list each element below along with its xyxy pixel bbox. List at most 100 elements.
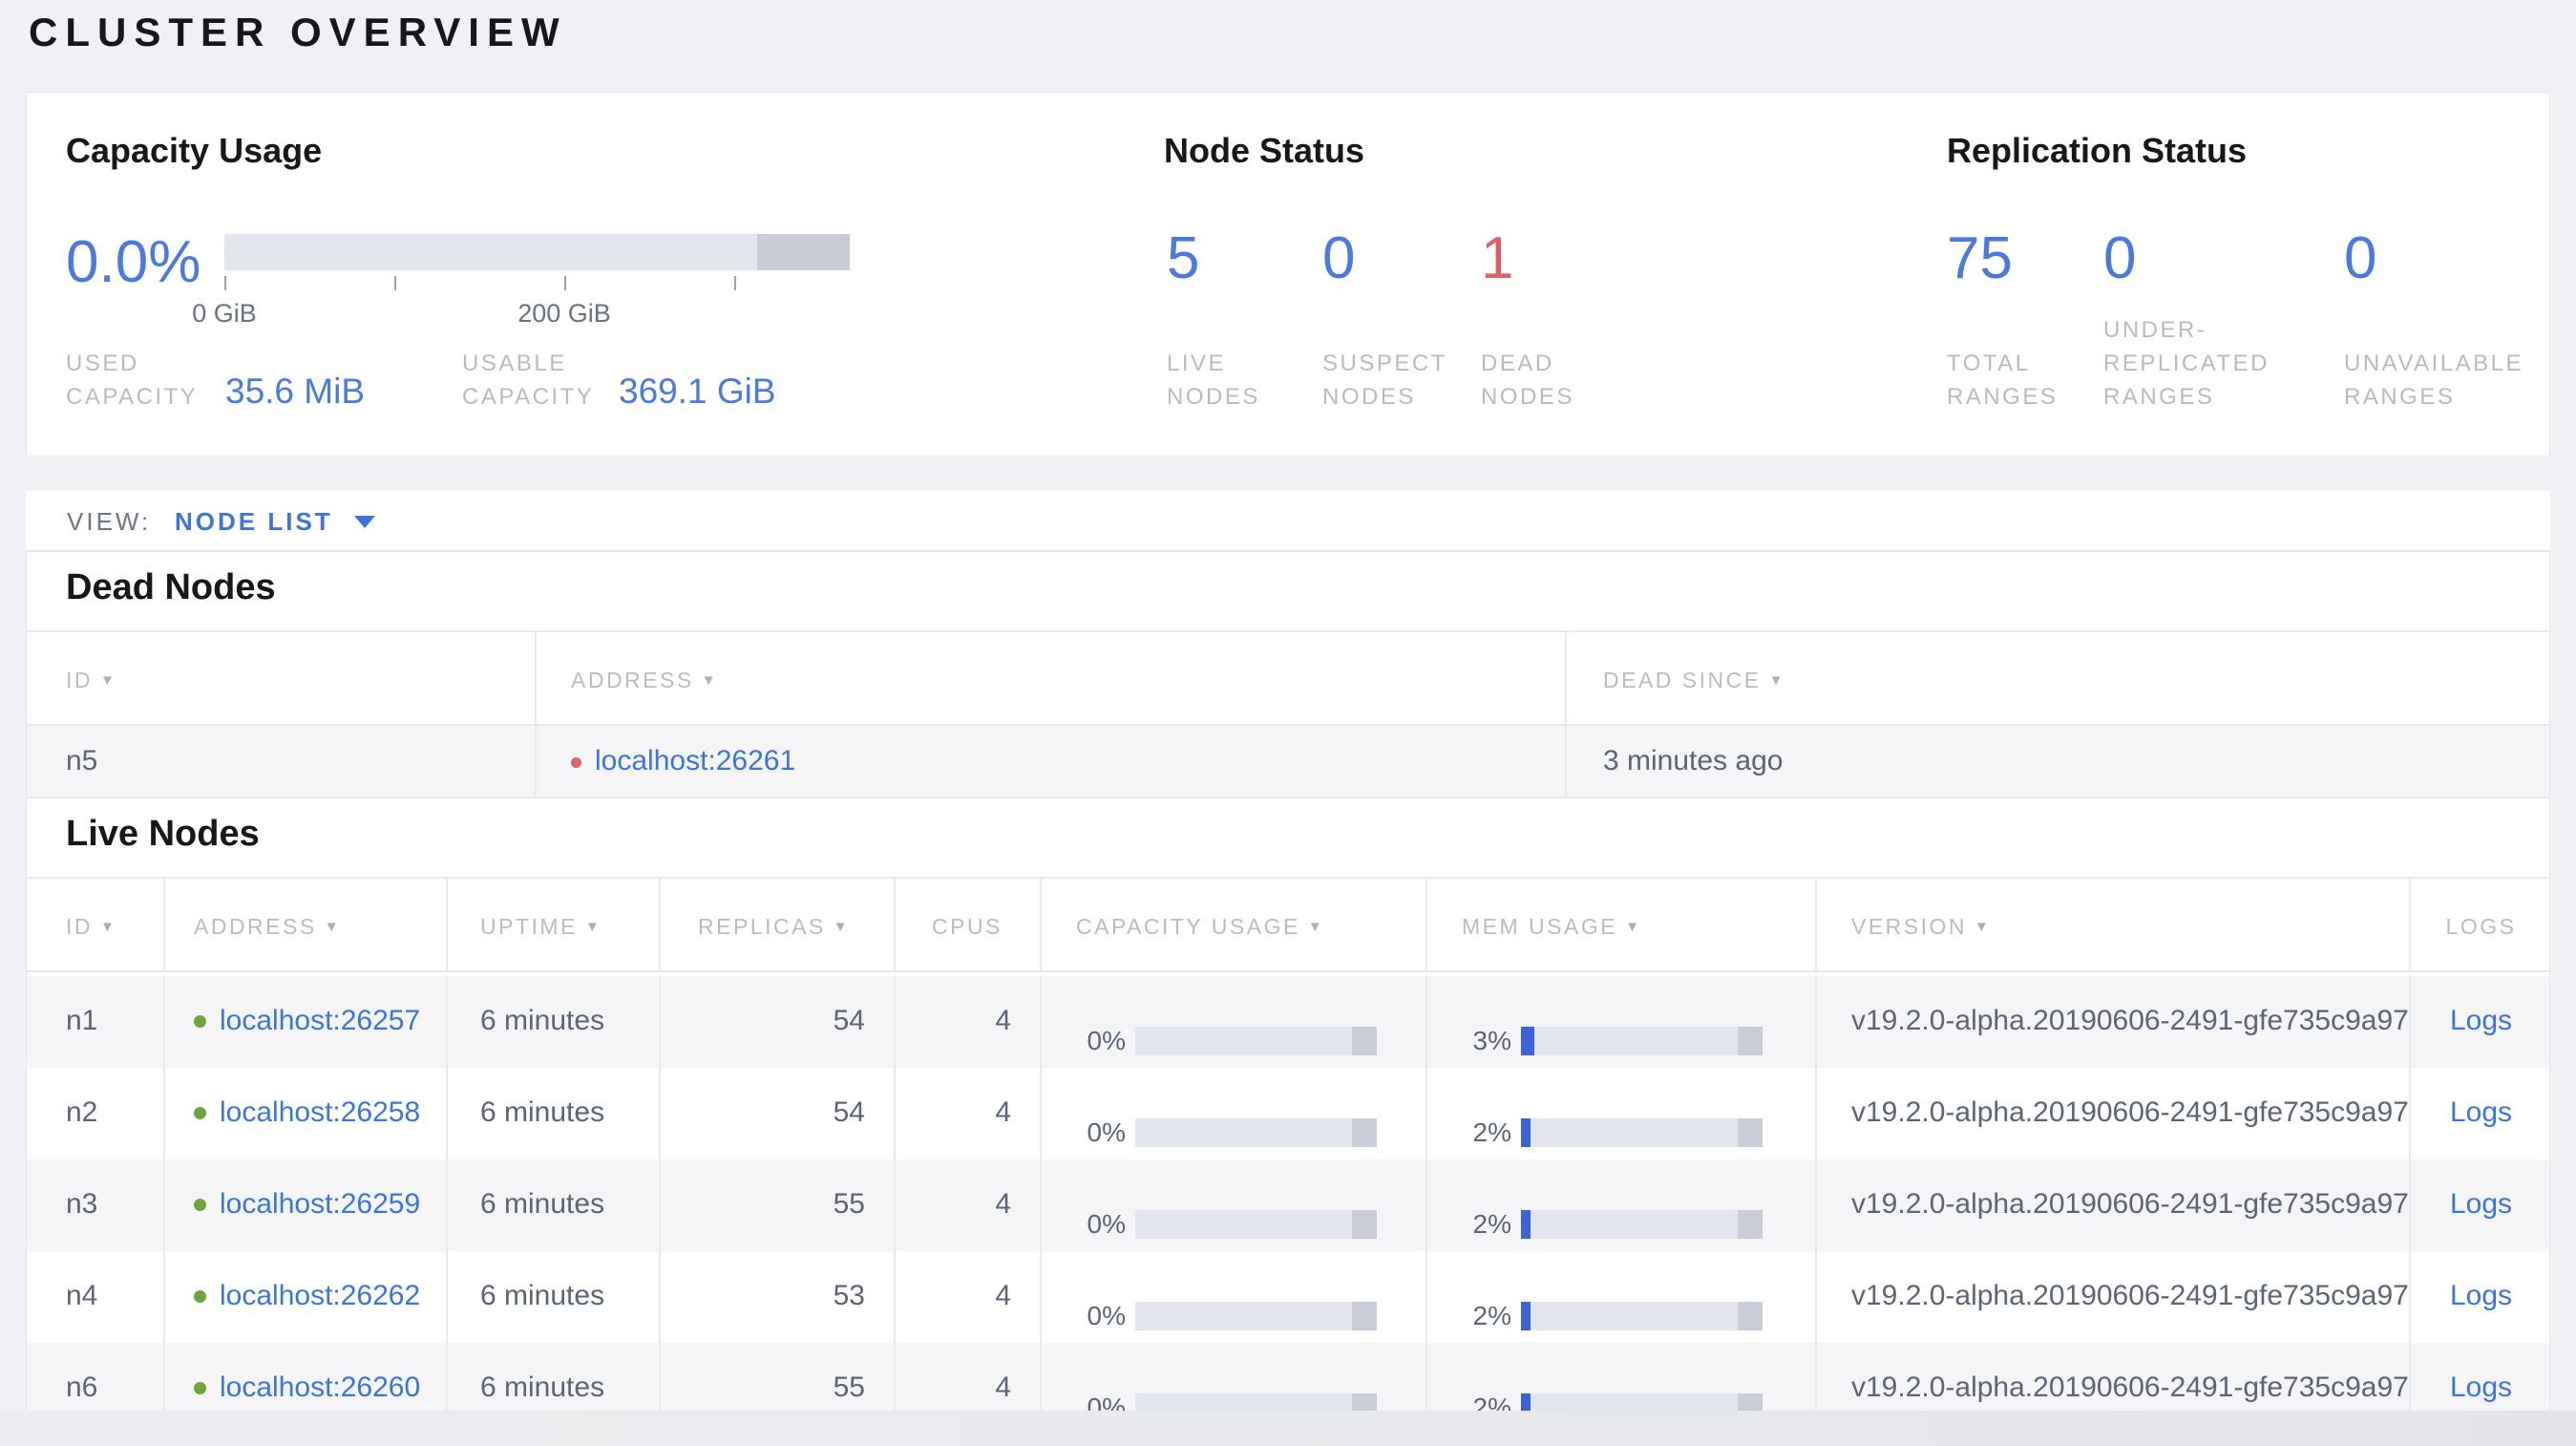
mem-usage-cell: 2%220.1 MiB8.0 GiB xyxy=(1425,1068,1815,1184)
replicas-value: 55 xyxy=(659,1343,894,1411)
capacity-usage-bar-end-segment xyxy=(1352,1118,1377,1147)
stat-label-line: USABLE xyxy=(462,351,567,376)
cpus-value: 4 xyxy=(894,1068,1040,1159)
column-header-capacity-usage[interactable]: CAPACITY USAGE ▼ xyxy=(1040,877,1425,972)
column-header-mem-usage[interactable]: MEM USAGE ▼ xyxy=(1425,877,1815,972)
page-bottom-strip xyxy=(0,1411,2576,1446)
dead-node-id: n5 xyxy=(66,745,98,776)
mem-usage-bar xyxy=(1521,1393,1763,1411)
column-header-label: CPUS xyxy=(932,914,1003,939)
version-value: v19.2.0-alpha.20190606-2491-gfe735c9a97 xyxy=(1815,1343,2409,1411)
live-nodes-heading: Live Nodes xyxy=(66,814,260,854)
live-node-id: n3 xyxy=(66,1188,98,1220)
mem-usage-bar-end-segment xyxy=(1738,1393,1763,1411)
live-node-address-link[interactable]: localhost:26262 xyxy=(220,1280,421,1311)
mem-usage-bar xyxy=(1521,1118,1763,1147)
mem-usage-percent: 2% xyxy=(1472,1209,1511,1239)
column-header-address[interactable]: ADDRESS ▼ xyxy=(163,877,446,972)
suspect-nodes-count-label: SUSPECT NODES xyxy=(1322,347,1447,414)
mem-usage-bar-fill xyxy=(1521,1118,1531,1147)
live-node-status-dot xyxy=(194,1199,206,1211)
capacity-percent-value: 0.0% xyxy=(66,229,201,295)
stat-label-line: UNDER- xyxy=(2103,317,2207,343)
live-nodes-table-header: ID ▼ ADDRESS ▼ UPTIME ▼ REPLICAS ▼ CPUS CAPACITY … xyxy=(27,877,2549,972)
dead-nodes-table-body: n5 localhost:26261 3 minutes ago xyxy=(27,726,2549,798)
uptime-value: 6 minutes xyxy=(446,976,659,1068)
live-node-address-link[interactable]: localhost:26257 xyxy=(220,1005,421,1036)
column-header-id[interactable]: ID ▼ xyxy=(27,630,535,726)
summary-card: Capacity Usage 0.0% 0 GiB 200 GiB USED CAP… xyxy=(26,92,2550,457)
cpus-value: 4 xyxy=(894,1343,1040,1411)
column-header-address[interactable]: ADDRESS ▼ xyxy=(535,630,1565,726)
logs-link[interactable]: Logs xyxy=(2449,1188,2513,1220)
capacity-usage-bar-end-segment xyxy=(1352,1302,1377,1330)
sort-arrow-icon: ▼ xyxy=(1625,919,1642,935)
logs-link[interactable]: Logs xyxy=(2449,1280,2513,1311)
column-header-cpus: CPUS xyxy=(894,877,1040,972)
column-header-label: DEAD SINCE xyxy=(1603,668,1762,692)
mem-usage-bar-end-segment xyxy=(1738,1027,1763,1055)
live-node-address-cell: localhost:26260 xyxy=(163,1343,446,1411)
sort-arrow-icon: ▼ xyxy=(324,919,342,935)
capacity-usage-percent: 0% xyxy=(1087,1117,1126,1147)
cpus-value: 4 xyxy=(894,1159,1040,1251)
mem-usage-percent: 2% xyxy=(1472,1301,1511,1330)
mem-usage-bar-fill xyxy=(1521,1027,1534,1055)
column-header-label: MEM USAGE xyxy=(1462,914,1618,939)
stat-label-line: RANGES xyxy=(2103,384,2215,410)
stat-label-line: UNAVAILABLE xyxy=(2344,351,2524,376)
cpus-value: 4 xyxy=(894,1251,1040,1343)
capacity-usage-percent: 0% xyxy=(1087,1026,1126,1055)
mem-usage-bar-fill xyxy=(1521,1302,1531,1330)
node-status-heading: Node Status xyxy=(1164,131,1365,170)
logs-cell: Logs xyxy=(2409,1068,2549,1159)
capacity-axis-tick xyxy=(734,276,736,290)
live-node-address-cell: localhost:26257 xyxy=(163,976,446,1068)
capacity-axis-tick xyxy=(224,276,226,290)
logs-link[interactable]: Logs xyxy=(2449,1372,2513,1403)
capacity-axis-tick xyxy=(394,276,396,290)
logs-link[interactable]: Logs xyxy=(2449,1005,2513,1036)
mem-usage-percent: 2% xyxy=(1472,1393,1511,1411)
live-node-address-link[interactable]: localhost:26258 xyxy=(220,1096,421,1128)
column-header-label: REPLICAS xyxy=(698,914,826,939)
column-header-id[interactable]: ID ▼ xyxy=(27,877,163,972)
dead-nodes-count-label: DEAD NODES xyxy=(1481,347,1574,414)
column-header-uptime[interactable]: UPTIME ▼ xyxy=(446,877,659,972)
mem-usage-bar-end-segment xyxy=(1738,1210,1763,1239)
live-node-status-dot xyxy=(194,1290,206,1303)
stat-label-line: CAPACITY xyxy=(66,384,199,410)
logs-cell: Logs xyxy=(2409,1343,2549,1411)
column-header-label: ADDRESS xyxy=(194,914,317,939)
capacity-usage-cell: 0%8.6 MiB73.8 GiB xyxy=(1040,1159,1425,1276)
column-header-version[interactable]: VERSION ▼ xyxy=(1815,877,2409,972)
usable-capacity-label: USABLE CAPACITY xyxy=(462,347,594,414)
live-node-status-dot xyxy=(194,1107,206,1119)
mem-usage-percent: 3% xyxy=(1472,1026,1511,1055)
column-header-dead-since[interactable]: DEAD SINCE ▼ xyxy=(1565,630,2549,726)
dead-node-address-link[interactable]: localhost:26261 xyxy=(595,745,796,776)
version-value: v19.2.0-alpha.20190606-2491-gfe735c9a97 xyxy=(1815,976,2409,1068)
cpus-value: 4 xyxy=(894,976,1040,1068)
uptime-value: 6 minutes xyxy=(446,1251,659,1343)
column-header-replicas[interactable]: REPLICAS ▼ xyxy=(659,877,894,972)
view-dropdown-value: NODE LIST xyxy=(175,507,333,536)
live-node-id: n6 xyxy=(66,1372,98,1403)
live-node-address-link[interactable]: localhost:26259 xyxy=(220,1188,421,1220)
stat-label-line: NODES xyxy=(1167,384,1260,410)
live-node-address-cell: localhost:26259 xyxy=(163,1159,446,1251)
logs-link[interactable]: Logs xyxy=(2449,1096,2513,1128)
logs-cell: Logs xyxy=(2409,1159,2549,1251)
live-node-address-link[interactable]: localhost:26260 xyxy=(220,1372,421,1403)
dead-since-value: 3 minutes ago xyxy=(1565,726,2549,797)
mem-usage-cell: 2%225.5 MiB8.0 GiB xyxy=(1425,1343,1815,1411)
sort-arrow-icon: ▼ xyxy=(701,672,719,689)
view-dropdown[interactable]: NODE LIST xyxy=(175,507,375,537)
capacity-usage-cell: 0%9.6 MiB73.8 GiB xyxy=(1040,976,1425,1093)
stat-label-line: NODES xyxy=(1481,384,1574,410)
under-replicated-ranges-count: 0 xyxy=(2103,225,2137,291)
